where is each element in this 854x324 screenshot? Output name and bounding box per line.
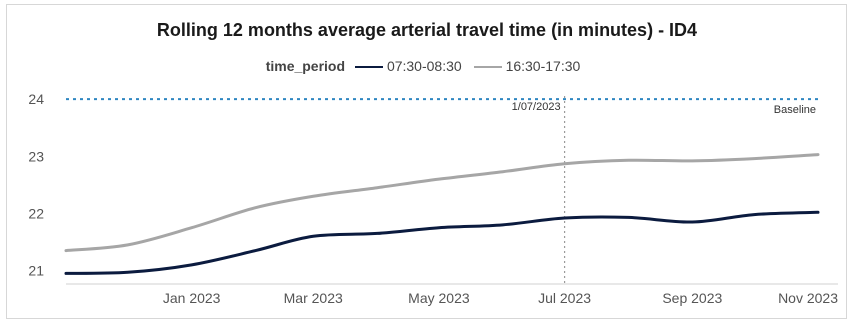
legend-entry-series-1: 16:30-17:30: [473, 58, 581, 74]
series-line-1: [64, 153, 820, 253]
chart-title: Rolling 12 months average arterial trave…: [156, 20, 698, 40]
x-tick-label-3: Jul 2023: [538, 290, 591, 306]
y-tick-label-3: 24: [28, 91, 44, 107]
chart-legend: time_period 07:30-08:30 16:30-17:30: [0, 58, 854, 74]
legend-swatch-series-0: [354, 66, 383, 69]
legend-label-series-0: 07:30-08:30: [386, 58, 462, 74]
x-tick-label-1: Mar 2023: [284, 290, 343, 306]
legend-title: time_period: [265, 58, 346, 74]
y-tick-label-0: 21: [28, 263, 44, 279]
baseline-label: Baseline: [774, 104, 816, 116]
series-line-0: [64, 210, 820, 275]
x-tick-label-0: Jan 2023: [163, 290, 221, 306]
legend-swatch-series-1: [473, 66, 502, 69]
legend-entry-series-0: 07:30-08:30: [354, 58, 466, 74]
y-tick-label-2: 23: [28, 148, 44, 164]
date-reference-label: 1/07/2023: [512, 101, 561, 113]
x-tick-label-5: Nov 2023: [778, 290, 838, 306]
legend-label-series-1: 16:30-17:30: [505, 58, 581, 74]
x-tick-label-4: Sep 2023: [662, 290, 722, 306]
x-tick-label-2: May 2023: [408, 290, 470, 306]
y-tick-label-1: 22: [28, 205, 44, 221]
